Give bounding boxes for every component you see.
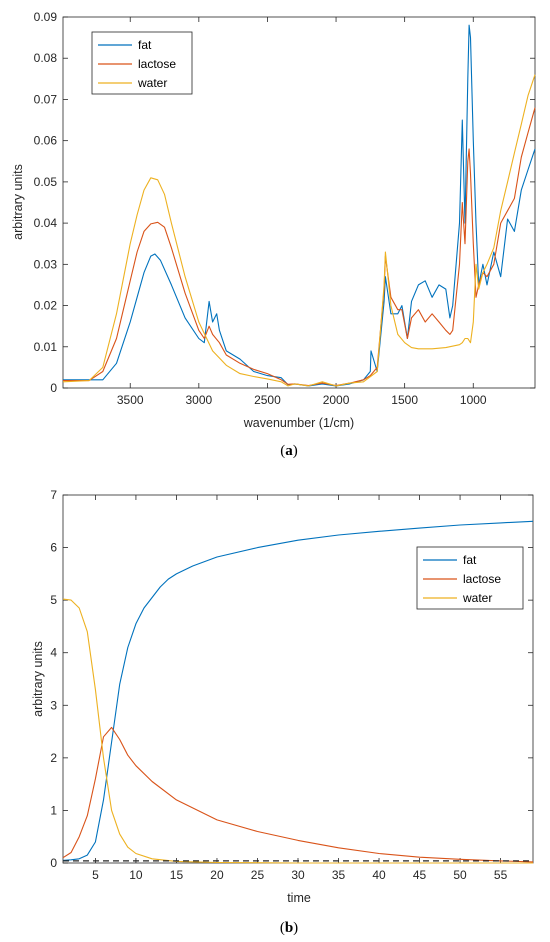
- panel-a-y-tick-label: 0.08: [34, 51, 58, 65]
- panel-b-series-fat-line: [62, 520, 534, 861]
- panel-b-y-tick-label: 2: [50, 751, 57, 765]
- panel-a-x-ticks: 3500 3000 2500 2000 1500 1000: [117, 17, 487, 407]
- panel-b-series-water-line: [62, 598, 533, 864]
- panel-a-legend: fat lactose water: [91, 31, 193, 95]
- panel-b-x-tick-label: 45: [413, 868, 427, 882]
- panel-a-series-water-line: [62, 74, 536, 387]
- panel-a-x-axis-label: wavenumber (1/cm): [243, 416, 354, 430]
- panel-a-x-tick-label: 3000: [185, 393, 212, 407]
- panel-b-y-tick-label: 5: [50, 593, 57, 607]
- panel-b-x-tick-label: 30: [291, 868, 305, 882]
- panel-a-y-tick-label: 0.04: [34, 216, 58, 230]
- panel-b-x-tick-label: 55: [494, 868, 508, 882]
- panel-b-x-tick-label: 10: [129, 868, 143, 882]
- panel-b-series-lines: [62, 520, 534, 864]
- panel-a-x-tick-label: 3500: [117, 393, 144, 407]
- panel-b-y-tick-label: 7: [50, 488, 57, 502]
- panel-b-x-tick-label: 15: [170, 868, 184, 882]
- panel-a-series-lines: [62, 24, 536, 387]
- panel-a-y-tick-label: 0.07: [34, 92, 58, 106]
- panel-b-x-tick-label: 5: [92, 868, 99, 882]
- panel-b-caption-letter: b: [285, 920, 293, 936]
- panel-a-caption: (a): [280, 443, 298, 459]
- panel-b-legend-box: [416, 546, 524, 610]
- panel-a-y-ticks: 0 0.01 0.02 0.03 0.04 0.05 0.06 0.07 0.08 0.09: [34, 10, 535, 395]
- panel-b-y-axis-label: arbitrary units: [31, 641, 45, 717]
- panel-b-legend: fat lactose water: [416, 546, 524, 610]
- panel-b-legend-label-lactose: lactose: [463, 572, 501, 586]
- panel-a-chart: 0 0.01 0.02 0.03 0.04 0.05 0.06 0.07 0.08 0.09 35…: [11, 10, 536, 459]
- panel-b-x-tick-label: 35: [332, 868, 346, 882]
- panel-a-x-tick-label: 2000: [323, 393, 350, 407]
- panel-b-y-tick-label: 4: [50, 646, 57, 660]
- panel-a-y-tick-label: 0.06: [34, 134, 58, 148]
- panel-a-y-tick-label: 0.01: [34, 340, 58, 354]
- panel-a-y-tick-label: 0.05: [34, 175, 58, 189]
- panel-b-y-ticks: 0 1 2 3 4 5 6 7: [50, 488, 533, 870]
- panel-a-y-tick-label: 0.09: [34, 10, 58, 24]
- panel-b-legend-label-water: water: [462, 591, 492, 605]
- panel-b-x-ticks: 5 10 15 20 25 30 35 40 45 50 55: [92, 495, 508, 882]
- panel-b-legend-label-fat: fat: [463, 553, 477, 567]
- panel-a-y-tick-label: 0: [50, 381, 57, 395]
- panel-a-x-tick-label: 2500: [254, 393, 281, 407]
- panel-b-series-lactose-line: [62, 726, 534, 863]
- panel-a-legend-box: [91, 31, 193, 95]
- panel-a-y-axis-label: arbitrary units: [11, 164, 25, 240]
- panel-b-x-axis-label: time: [287, 891, 311, 905]
- panel-a-y-tick-label: 0.02: [34, 299, 58, 313]
- panel-b-y-tick-label: 6: [50, 541, 57, 555]
- panel-b-y-tick-label: 3: [50, 698, 57, 712]
- panel-b-caption: (b): [280, 920, 298, 936]
- panel-a-legend-label-lactose: lactose: [138, 57, 176, 71]
- panel-a-y-tick-label: 0.03: [34, 257, 58, 271]
- panel-a-x-tick-label: 1500: [391, 393, 418, 407]
- panel-b-x-tick-label: 20: [210, 868, 224, 882]
- panel-b-x-tick-label: 50: [453, 868, 467, 882]
- panel-b-x-tick-label: 25: [251, 868, 265, 882]
- panel-b-y-tick-label: 1: [50, 803, 57, 817]
- panel-a-caption-letter: a: [285, 443, 293, 459]
- panel-a-legend-label-fat: fat: [138, 38, 152, 52]
- panel-a-legend-label-water: water: [137, 76, 167, 90]
- panel-b-x-tick-label: 40: [372, 868, 386, 882]
- panel-b-y-tick-label: 0: [50, 856, 57, 870]
- panel-a-x-tick-label: 1000: [460, 393, 487, 407]
